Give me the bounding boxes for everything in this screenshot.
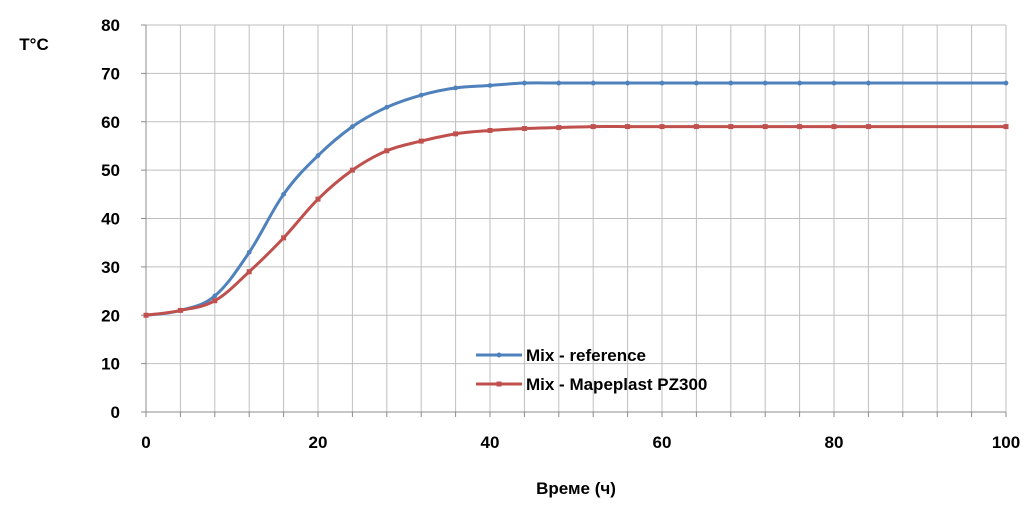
y-tick-label: 70: [101, 64, 120, 83]
data-point: [762, 124, 768, 130]
x-tick-label: 20: [309, 433, 328, 452]
data-point: [521, 126, 527, 132]
y-tick-label: 60: [101, 113, 120, 132]
data-point: [831, 80, 837, 86]
series-line: [144, 125, 1008, 317]
x-tick-label: 80: [825, 433, 844, 452]
data-point: [246, 249, 252, 255]
data-point: [418, 138, 424, 144]
y-tick-label: 0: [111, 403, 120, 422]
data-point: [728, 80, 734, 86]
data-point: [453, 131, 459, 137]
y-tick-label: 50: [101, 161, 120, 180]
data-point: [728, 124, 734, 130]
data-point: [590, 124, 596, 130]
data-point: [694, 80, 699, 86]
data-point: [693, 124, 699, 130]
tick-labels: 0 10 20 30 40 50 60 70 80 0 20 40 60 80 100: [101, 16, 1020, 452]
data-point: [487, 83, 493, 88]
data-point: [590, 80, 596, 86]
data-point: [625, 124, 631, 130]
y-tick-label: 40: [101, 210, 120, 229]
data-point: [384, 148, 390, 154]
series-line: [144, 81, 1008, 317]
data-point: [659, 80, 665, 86]
data-point: [797, 80, 802, 86]
x-tick-label: 0: [141, 433, 150, 452]
legend-item: Mix - Mapeplast PZ300: [476, 375, 707, 394]
data-point: [281, 235, 287, 241]
data-point: [384, 104, 390, 110]
y-tick-label: 80: [101, 16, 120, 35]
data-point: [556, 80, 562, 86]
x-tick-label: 40: [481, 433, 500, 452]
data-point: [625, 80, 630, 86]
data-point: [762, 80, 768, 86]
data-point: [418, 92, 424, 98]
grid: [146, 24, 1007, 412]
data-point: [487, 127, 493, 133]
x-tick-label: 60: [653, 433, 672, 452]
data-point: [866, 80, 871, 86]
legend: Mix - reference Mix - Mapeplast PZ300: [476, 346, 707, 394]
data-point: [212, 298, 218, 304]
data-point: [556, 125, 562, 131]
data-point: [315, 196, 321, 202]
y-axis-title: T°C: [19, 35, 48, 54]
data-point: [212, 293, 218, 299]
data-point: [177, 307, 183, 313]
data-point: [522, 80, 527, 86]
legend-item: Mix - reference: [476, 346, 646, 365]
data-point: [143, 312, 149, 318]
data-point: [349, 167, 355, 173]
data-point: [797, 124, 803, 130]
y-tick-label: 30: [101, 258, 120, 277]
data-point: [1003, 80, 1009, 86]
series-lines: [143, 80, 1009, 318]
data-point: [865, 124, 871, 130]
data-point: [350, 124, 355, 129]
data-point: [246, 269, 252, 275]
data-point: [315, 153, 321, 159]
legend-marker: [496, 352, 502, 358]
data-point: [831, 124, 837, 130]
data-point: [1003, 124, 1009, 130]
data-point: [281, 191, 286, 197]
legend-marker: [496, 381, 502, 387]
legend-label: Mix - Mapeplast PZ300: [526, 375, 707, 394]
x-axis-title: Време (ч): [536, 479, 616, 498]
data-point: [659, 124, 665, 130]
y-tick-label: 10: [101, 355, 120, 374]
y-tick-label: 20: [101, 306, 120, 325]
data-point: [453, 85, 458, 91]
legend-label: Mix - reference: [526, 346, 646, 365]
x-tick-label: 100: [992, 433, 1020, 452]
